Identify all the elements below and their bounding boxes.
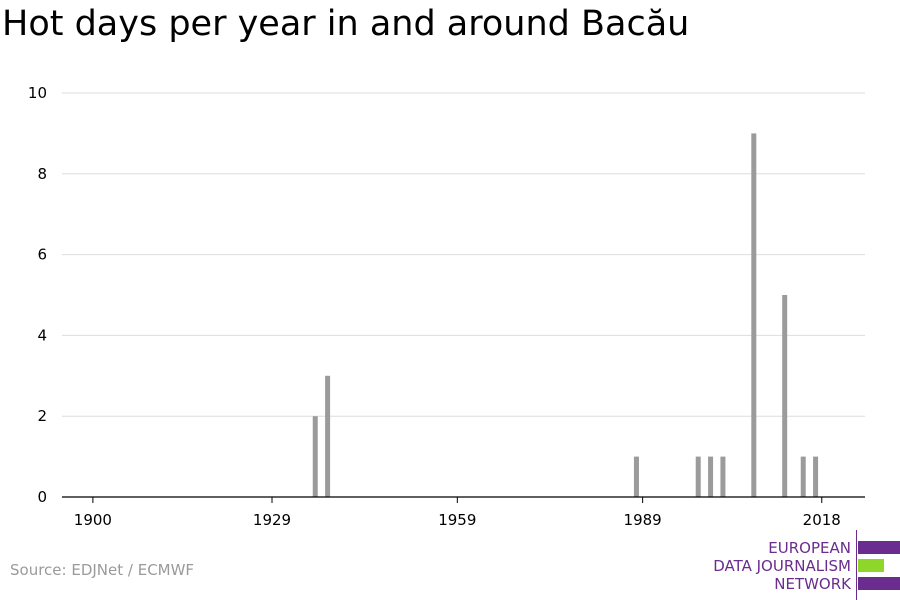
y-axis-tick-labels: 0 2 4 6 8 10	[28, 84, 47, 506]
x-tick-label: 1929	[253, 511, 291, 529]
bar	[633, 456, 639, 497]
edjnet-logo: EUROPEAN DATA JOURNALISM NETWORK	[700, 530, 900, 600]
bar	[782, 295, 788, 497]
y-tick-label: 0	[37, 488, 47, 506]
y-tick-label: 8	[37, 165, 47, 183]
x-tick-label: 1959	[438, 511, 476, 529]
logo-line-data-journalism: DATA JOURNALISM	[713, 557, 851, 575]
bars	[312, 133, 819, 497]
bar	[751, 133, 757, 497]
x-tick-label: 2018	[803, 511, 841, 529]
y-tick-label: 6	[37, 246, 47, 264]
source-note: Source: EDJNet / ECMWF	[10, 561, 195, 579]
bar	[800, 456, 806, 497]
bar	[813, 456, 819, 497]
x-axis-tick-labels: 1900 1929 1959 1989 2018	[74, 497, 841, 529]
logo-bar-middle	[858, 559, 884, 572]
bar	[695, 456, 701, 497]
bar	[312, 416, 318, 497]
x-tick-label: 1900	[74, 511, 112, 529]
bar	[325, 375, 331, 497]
x-tick-label: 1989	[624, 511, 662, 529]
gridlines	[62, 92, 865, 417]
bar	[720, 456, 726, 497]
y-tick-label: 4	[37, 326, 47, 344]
logo-divider	[856, 530, 857, 600]
logo-line-network: NETWORK	[774, 575, 851, 593]
y-tick-label: 10	[28, 84, 47, 102]
logo-bar-bottom	[858, 577, 900, 590]
chart-title: Hot days per year in and around Bacău	[2, 4, 690, 44]
y-tick-label: 2	[37, 407, 47, 425]
logo-bar-top	[858, 541, 900, 554]
bar	[708, 456, 714, 497]
logo-line-european: EUROPEAN	[768, 539, 851, 557]
